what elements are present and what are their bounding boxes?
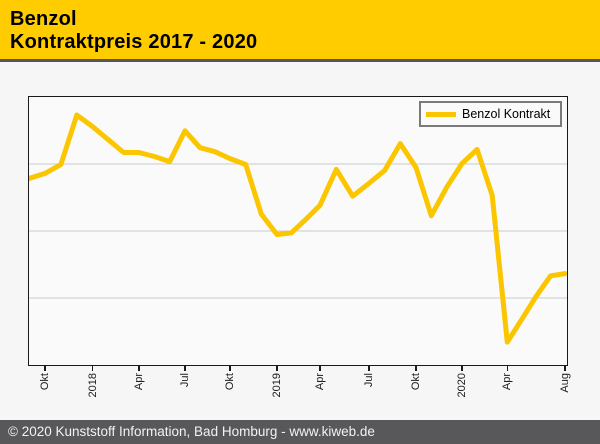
x-axis-tick-label: Apr xyxy=(314,373,326,391)
x-axis-tick-label: 2019 xyxy=(271,373,283,398)
x-axis-tick-label: Okt xyxy=(39,373,51,391)
x-axis-tick xyxy=(91,366,94,371)
x-axis-tick-label: Jul xyxy=(179,373,191,388)
x-axis-tick xyxy=(461,366,463,371)
x-axis-tick xyxy=(184,366,186,371)
x-axis-tick xyxy=(138,366,140,371)
x-axis-tick-label: Apr xyxy=(501,373,514,391)
x-axis-tick-label: 2020 xyxy=(456,373,468,398)
x-axis-tick xyxy=(506,366,509,371)
x-axis-tick xyxy=(319,366,321,371)
x-axis-tick-label: Apr xyxy=(133,373,145,391)
benzol-kontrakt-line xyxy=(29,112,567,345)
x-axis-tick xyxy=(276,366,278,371)
x-axis-tick-label: 2018 xyxy=(86,373,99,398)
x-axis-tick xyxy=(415,366,417,371)
copyright-text: © 2020 Kunststoff Information, Bad Hombu… xyxy=(8,424,375,439)
x-axis-tick-label: Jul xyxy=(363,373,375,388)
chart-header: Benzol Kontraktpreis 2017 - 2020 xyxy=(0,0,600,59)
x-axis-tick xyxy=(229,366,231,371)
legend: Benzol Kontrakt xyxy=(419,101,562,127)
x-axis-tick xyxy=(564,366,566,371)
legend-label: Benzol Kontrakt xyxy=(462,107,551,121)
x-axis-tick-label: Aug xyxy=(559,373,571,393)
legend-color-swatch xyxy=(426,111,456,117)
x-axis-tick-label: Okt xyxy=(410,373,422,391)
chart-title-line2: Kontraktpreis 2017 - 2020 xyxy=(10,31,258,53)
x-axis-tick xyxy=(368,366,370,371)
x-axis-tick-label: Okt xyxy=(224,373,236,391)
price-line-chart xyxy=(29,112,567,345)
footer-copyright-bar: © 2020 Kunststoff Information, Bad Hombu… xyxy=(0,420,600,444)
header-divider xyxy=(0,59,600,62)
plot-area xyxy=(28,96,568,366)
x-axis-tick xyxy=(44,366,46,371)
chart-title-line1: Benzol xyxy=(10,8,77,30)
